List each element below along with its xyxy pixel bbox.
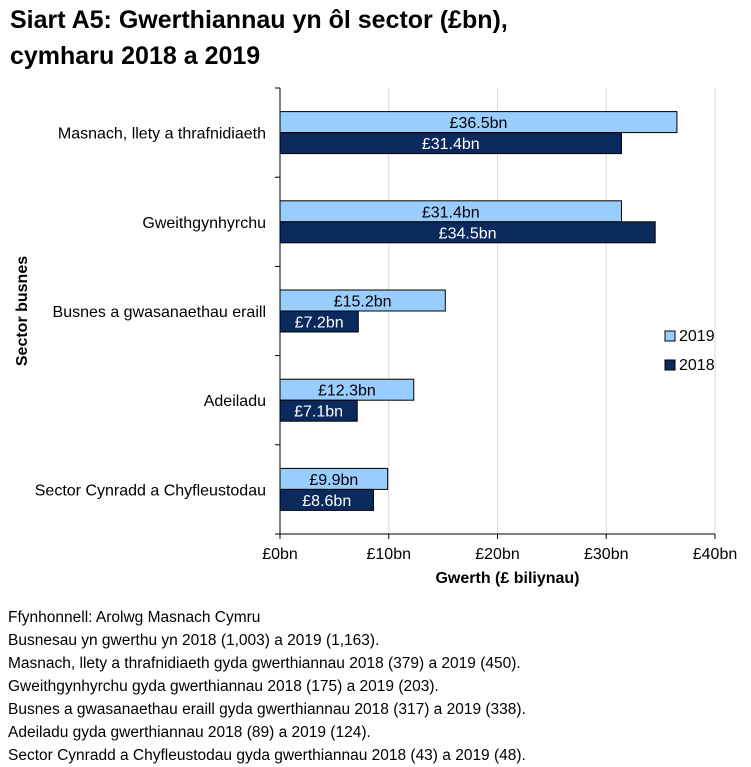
note-line: Sector Cynradd a Chyfleustodau gyda gwer… <box>8 747 526 764</box>
y-axis-title: Sector busnes <box>14 256 31 366</box>
data-label: £31.4bn <box>422 136 480 153</box>
note-line: Busnes a gwasanaethau eraill gyda gwerth… <box>8 701 526 718</box>
x-tick-label: £10bn <box>367 546 412 563</box>
bar-chart: £36.5bn £31.4bn Masnach, llety a thrafnidi… <box>14 87 738 587</box>
chart-title-line-2: cymharu 2018 a 2019 <box>10 42 261 70</box>
category-label: Adeiladu <box>204 393 266 410</box>
note-line: Busnesau yn gwerthu yn 2018 (1,003) a 20… <box>8 632 380 649</box>
note-line: Gweithgynhyrchu gyda gwerthiannau 2018 (… <box>8 678 439 695</box>
x-axis-title: Gwerth (£ biliynau) <box>435 570 579 587</box>
chart-title: Siart A5: Gwerthiannau yn ôl sector (£bn… <box>10 2 730 74</box>
category-label: Gweithgynhyrchu <box>142 215 266 232</box>
data-label: £36.5bn <box>450 115 508 132</box>
x-tick-label: £40bn <box>693 546 738 563</box>
legend-label-2019: 2019 <box>679 328 715 345</box>
x-tick-label: £0bn <box>262 546 298 563</box>
data-label: £12.3bn <box>318 383 376 400</box>
data-label: £7.2bn <box>295 315 344 332</box>
x-tick-label: £30bn <box>584 546 629 563</box>
legend-swatch-2018 <box>664 359 676 371</box>
data-label: £9.9bn <box>309 472 358 489</box>
data-label: £7.1bn <box>294 404 343 421</box>
chart-notes: Ffynhonnell: Arolwg Masnach Cymru Busnes… <box>8 606 743 767</box>
category-label: Sector Cynradd a Chyfleustodau <box>35 482 266 499</box>
data-label: £34.5bn <box>439 225 497 242</box>
category-label: Busnes a gwasanaethau eraill <box>53 304 266 321</box>
legend-label-2018: 2018 <box>679 357 715 374</box>
data-label: £31.4bn <box>422 204 480 221</box>
data-label: £15.2bn <box>334 294 392 311</box>
source-note: Ffynhonnell: Arolwg Masnach Cymru <box>8 609 261 626</box>
x-tick-label: £20bn <box>475 546 520 563</box>
legend-swatch-2019 <box>664 330 676 342</box>
note-line: Adeiladu gyda gwerthiannau 2018 (89) a 2… <box>8 724 371 741</box>
note-line: Masnach, llety a thrafnidiaeth gyda gwer… <box>8 655 521 672</box>
chart-title-line-1: Siart A5: Gwerthiannau yn ôl sector (£bn… <box>10 6 508 34</box>
data-label: £8.6bn <box>302 493 351 510</box>
category-label: Masnach, llety a thrafnidiaeth <box>58 126 266 143</box>
